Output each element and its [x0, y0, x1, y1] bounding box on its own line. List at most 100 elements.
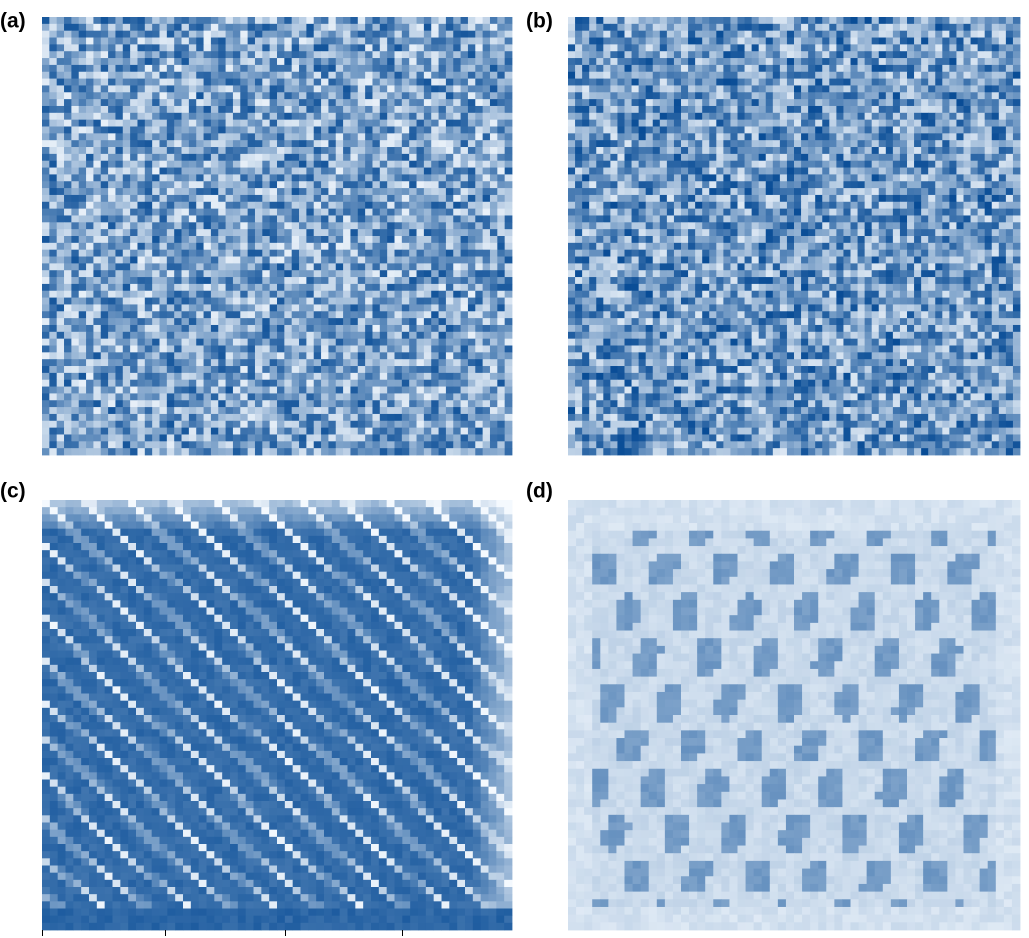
cell — [753, 661, 763, 670]
cell — [73, 679, 82, 687]
cell — [616, 899, 625, 908]
cell — [810, 799, 819, 808]
cell — [737, 784, 746, 793]
cell — [753, 922, 763, 931]
cell — [931, 784, 940, 793]
cell — [128, 593, 137, 601]
cell — [104, 578, 113, 587]
cell — [42, 571, 51, 580]
cell — [308, 514, 317, 522]
cell — [433, 707, 442, 716]
cell — [284, 621, 294, 630]
cell — [907, 599, 916, 608]
cell — [963, 500, 972, 509]
cell — [418, 600, 427, 608]
cell — [402, 514, 411, 522]
cell — [834, 730, 843, 739]
cell — [987, 584, 997, 593]
cell — [465, 650, 474, 659]
cell — [640, 592, 650, 601]
cell — [729, 776, 738, 785]
cell — [955, 922, 964, 931]
cell — [689, 561, 698, 570]
cell — [834, 599, 843, 608]
cell — [915, 868, 924, 877]
cell — [923, 630, 932, 639]
cell — [269, 557, 278, 565]
cell — [624, 899, 633, 908]
cell — [995, 776, 1005, 785]
cell — [656, 607, 666, 616]
cell — [769, 768, 779, 777]
cell — [568, 707, 577, 716]
cell — [449, 600, 458, 608]
cell — [802, 914, 811, 923]
cell — [648, 599, 658, 608]
cell — [681, 615, 690, 624]
cell — [81, 621, 90, 630]
cell — [190, 700, 200, 709]
cell — [640, 906, 650, 916]
cell — [753, 546, 763, 555]
cell — [624, 914, 633, 923]
cell — [457, 715, 466, 723]
cell — [882, 638, 892, 647]
cell — [488, 521, 497, 530]
cell — [810, 715, 819, 724]
cell — [648, 622, 658, 631]
cell — [745, 753, 755, 762]
cell — [143, 686, 153, 694]
cell — [143, 535, 153, 544]
cell — [931, 807, 940, 816]
cell — [866, 638, 876, 647]
cell — [584, 791, 593, 800]
cell — [608, 807, 617, 816]
cell — [834, 653, 843, 662]
cell — [167, 500, 176, 508]
cell — [616, 653, 625, 662]
cell — [277, 528, 286, 537]
cell — [705, 899, 714, 908]
cell — [441, 664, 450, 673]
cell — [858, 546, 868, 555]
cell — [818, 607, 827, 616]
cell — [802, 807, 811, 816]
cell — [640, 822, 650, 831]
cell — [425, 586, 435, 594]
cell — [987, 553, 997, 562]
cell — [253, 643, 262, 651]
cell — [858, 776, 868, 785]
cell — [810, 822, 819, 831]
cell — [104, 600, 113, 608]
cell — [284, 715, 294, 723]
cell — [890, 645, 900, 654]
cell — [858, 668, 868, 678]
cell — [624, 745, 633, 754]
cell — [449, 614, 458, 623]
cell — [834, 799, 843, 808]
cell — [151, 607, 160, 616]
cell — [167, 664, 176, 673]
cell — [112, 636, 121, 644]
cell — [465, 571, 474, 580]
cell — [979, 768, 989, 777]
cell — [802, 668, 811, 678]
cell — [890, 837, 900, 846]
cell — [300, 593, 309, 601]
cell — [128, 693, 137, 702]
cell — [128, 507, 137, 515]
cell — [339, 693, 348, 702]
cell — [947, 799, 956, 808]
cell — [672, 630, 682, 639]
cell — [576, 853, 585, 862]
cell — [576, 753, 585, 762]
cell — [425, 621, 435, 630]
cell — [576, 576, 585, 585]
cell — [721, 592, 730, 601]
cell — [496, 571, 505, 580]
cell — [600, 730, 609, 739]
cell — [842, 837, 851, 846]
cell — [858, 730, 868, 739]
cell — [818, 584, 827, 593]
cell — [624, 822, 633, 831]
